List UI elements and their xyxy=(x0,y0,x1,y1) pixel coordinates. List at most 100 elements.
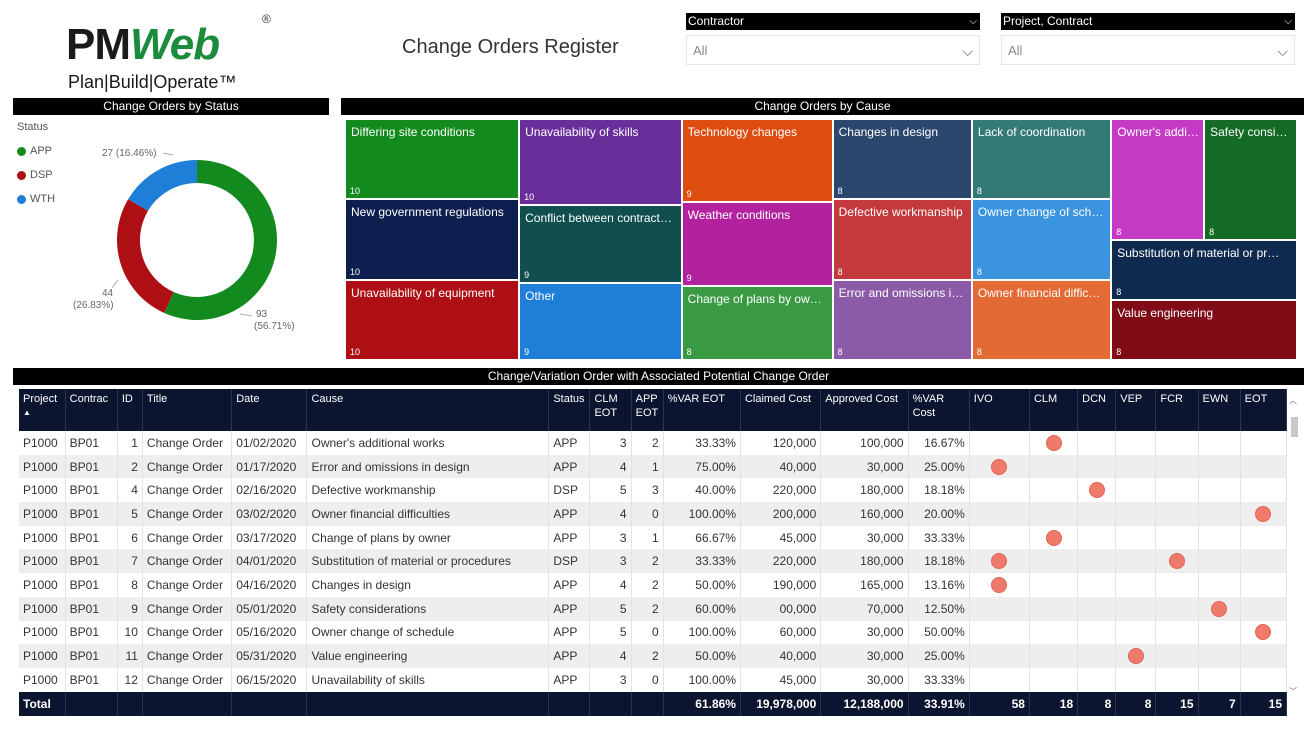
table-row[interactable]: P1000 BP01 11 Change Order 05/31/2020 Value e… xyxy=(19,644,1288,668)
treemap-tile[interactable]: Other 9 xyxy=(520,283,681,359)
treemap-tile[interactable]: Owner's addi… 8 xyxy=(1112,120,1204,239)
cell-eot xyxy=(1240,644,1288,668)
cell-cause: Changes in design xyxy=(306,573,550,597)
indicator-dot-icon[interactable] xyxy=(1045,529,1062,546)
column-header-vep[interactable]: VEP xyxy=(1115,389,1157,431)
column-header-eot[interactable]: EOT xyxy=(1240,389,1288,431)
column-header-title[interactable]: Title xyxy=(142,389,233,431)
indicator-dot-icon[interactable] xyxy=(1255,624,1272,641)
indicator-dot-icon[interactable] xyxy=(1168,553,1185,570)
chevron-down-icon: ⌵ xyxy=(962,43,973,59)
indicator-dot-icon[interactable] xyxy=(991,576,1008,593)
treemap-tile[interactable]: Change of plans by ow… 8 xyxy=(682,286,832,359)
table-row[interactable]: P1000 BP01 4 Change Order 02/16/2020 Defectiv… xyxy=(19,478,1288,503)
table-row[interactable]: P1000 BP01 9 Change Order 05/01/2020 Safety c… xyxy=(19,596,1288,621)
indicator-dot-icon[interactable] xyxy=(991,553,1008,570)
treemap-tile[interactable]: Unavailability of equipment 10 xyxy=(346,280,519,359)
cell-approved: 70,000 xyxy=(820,596,909,621)
data-label-dsp-pct: (26.83%) xyxy=(73,300,114,311)
project-contract-dropdown[interactable]: All ⌵ xyxy=(1001,35,1295,65)
scroll-down-icon[interactable]: ﹀ xyxy=(1289,687,1297,696)
scroll-up-icon[interactable]: ︿ xyxy=(1289,396,1297,405)
table-row[interactable]: P1000 BP01 1 Change Order 01/02/2020 Owner's … xyxy=(19,431,1288,455)
column-header-project[interactable]: Project ▲ xyxy=(19,389,66,431)
column-header-fcr[interactable]: FCR xyxy=(1155,389,1199,431)
cell-eot xyxy=(1240,454,1288,479)
column-header-id[interactable]: ID xyxy=(117,389,143,431)
treemap-tile-value: 8 xyxy=(837,186,843,197)
column-header-contrac[interactable]: Contrac xyxy=(65,389,118,431)
table-row[interactable]: P1000 BP01 2 Change Order 01/17/2020 Error an… xyxy=(19,454,1288,479)
cell-id: 9 xyxy=(117,596,143,621)
treemap-tile[interactable]: Unavailability of skills 10 xyxy=(520,120,681,205)
table-row[interactable]: P1000 BP01 6 Change Order 03/17/2020 Change o… xyxy=(19,525,1288,550)
total-fcr: 15 xyxy=(1155,691,1199,716)
donut-slice-wth[interactable] xyxy=(128,160,197,211)
indicator-dot-icon[interactable] xyxy=(1045,434,1062,451)
treemap-tile[interactable]: Error and omissions i… 8 xyxy=(833,280,971,359)
scrollbar-thumb[interactable] xyxy=(1291,417,1298,437)
column-header-cause[interactable]: Cause xyxy=(306,389,550,431)
treemap-tile[interactable]: Substitution of material or pr… 8 xyxy=(1112,240,1296,299)
column-header-date[interactable]: Date xyxy=(231,389,308,431)
treemap-tile[interactable]: Safety consid… 8 xyxy=(1205,120,1296,239)
treemap-tile-value: 8 xyxy=(1116,347,1122,357)
column-header-dcn[interactable]: DCN xyxy=(1077,389,1117,431)
treemap-tile[interactable]: Owner change of sch… 8 xyxy=(972,200,1111,279)
cell-id: 5 xyxy=(117,502,143,526)
cause-chart-header: Change Orders by Cause xyxy=(341,98,1304,115)
contractor-slicer[interactable]: Contractor ⌵ All ⌵ xyxy=(686,13,980,65)
contractor-dropdown[interactable]: All ⌵ xyxy=(686,35,980,65)
column-header-var-eot[interactable]: %VAR EOT xyxy=(663,389,741,431)
column-header-status[interactable]: Status xyxy=(548,389,591,431)
cell-approved: 100,000 xyxy=(820,431,909,455)
cell-contract: BP01 xyxy=(65,478,118,503)
column-header-claimed-cost[interactable]: Claimed Cost xyxy=(740,389,822,431)
treemap-tile[interactable]: Defective workmanship 8 xyxy=(833,200,971,279)
treemap-tile[interactable]: Technology changes 9 xyxy=(682,120,832,202)
column-header-text: Cause xyxy=(311,393,344,405)
treemap-tile[interactable]: Changes in design 8 xyxy=(833,120,971,199)
table-scrollbar[interactable]: ︿ ﹀ xyxy=(1289,395,1299,697)
cell-clm-eot: 3 xyxy=(589,667,632,692)
indicator-dot-icon[interactable] xyxy=(1088,482,1105,499)
column-header-ivo[interactable]: IVO xyxy=(969,389,1030,431)
column-header-approved-cost[interactable]: Approved Cost xyxy=(820,389,909,431)
project-contract-slicer[interactable]: Project, Contract ⌵ All ⌵ xyxy=(1001,13,1295,65)
cell-dcn xyxy=(1077,502,1117,526)
treemap-tile[interactable]: Conflict between contract… 9 xyxy=(520,206,681,282)
donut-slice-dsp[interactable] xyxy=(117,199,174,314)
treemap-tile[interactable]: Value engineering 8 xyxy=(1112,300,1296,359)
cell-project: P1000 xyxy=(19,667,66,692)
legend-item-wth[interactable]: WTH xyxy=(17,187,55,211)
treemap-tile[interactable]: Owner financial diffic… 8 xyxy=(972,280,1111,359)
column-header-var-cost[interactable]: %VAR Cost xyxy=(908,389,970,431)
treemap-tile[interactable]: Lack of coordination 8 xyxy=(972,120,1111,199)
indicator-dot-icon[interactable] xyxy=(991,458,1008,475)
indicator-dot-icon[interactable] xyxy=(1211,600,1228,617)
status-donut-chart[interactable]: 27 (16.46%) 44 (26.83%) 93 (56.71%) xyxy=(60,138,330,348)
table-row[interactable]: P1000 BP01 10 Change Order 05/16/2020 Owner c… xyxy=(19,620,1288,645)
column-header-app-eot[interactable]: APP EOT xyxy=(631,389,664,431)
indicator-dot-icon[interactable] xyxy=(1255,505,1272,522)
indicator-dot-icon[interactable] xyxy=(1127,648,1144,665)
treemap-tile[interactable]: Weather conditions 9 xyxy=(682,203,832,285)
legend-item-app[interactable]: APP xyxy=(17,139,55,163)
treemap-tile[interactable]: Differing site conditions 10 xyxy=(346,120,519,199)
cell-clm xyxy=(1029,549,1079,574)
sort-ascending-icon[interactable]: ▲ xyxy=(23,408,31,417)
table-row[interactable]: P1000 BP01 8 Change Order 04/16/2020 Changes … xyxy=(19,573,1288,597)
cell-claimed: 220,000 xyxy=(740,478,822,503)
table-row[interactable]: P1000 BP01 7 Change Order 04/01/2020 Substitu… xyxy=(19,549,1288,574)
column-header-clm[interactable]: CLM xyxy=(1029,389,1079,431)
column-header-ewn[interactable]: EWN xyxy=(1198,389,1241,431)
cause-treemap[interactable]: Differing site conditions 10 New governmen… xyxy=(346,120,1298,361)
legend-item-dsp[interactable]: DSP xyxy=(17,163,55,187)
treemap-tile[interactable]: New government regulations 10 xyxy=(346,200,519,279)
table-row[interactable]: P1000 BP01 5 Change Order 03/02/2020 Owner fi… xyxy=(19,502,1288,526)
cell-title: Change Order xyxy=(142,549,233,574)
table-row[interactable]: P1000 BP01 12 Change Order 06/15/2020 Unavail… xyxy=(19,667,1288,692)
column-header-clm-eot[interactable]: CLM EOT xyxy=(589,389,632,431)
donut-slice-app[interactable] xyxy=(164,160,277,320)
cell-var-cost: 12.50% xyxy=(908,596,970,621)
